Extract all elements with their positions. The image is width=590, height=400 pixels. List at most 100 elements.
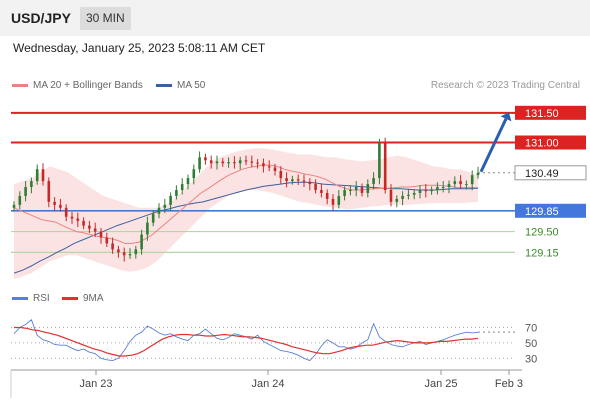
x-tick-label: Feb 3	[495, 378, 523, 390]
candle-body	[192, 169, 196, 179]
bollinger-band	[14, 148, 478, 280]
level-label-box-129.85	[515, 203, 586, 218]
level-label-129.50: 129.50	[525, 227, 559, 239]
candle-body	[256, 162, 259, 164]
candle-body	[215, 161, 219, 164]
candle-body	[59, 204, 62, 208]
candle-body	[238, 160, 242, 164]
candle-body	[476, 172, 480, 176]
candle-body	[453, 181, 457, 185]
timestamp: Wednesday, January 25, 2023 5:08:11 AM C…	[13, 41, 266, 55]
candle-body	[163, 204, 167, 208]
candle-body	[273, 167, 277, 171]
rsi-tick-label: 70	[525, 323, 537, 335]
candle-body	[465, 184, 468, 186]
ma9-swatch	[62, 296, 78, 300]
candle-body	[302, 180, 306, 182]
level-label-box-130.49	[514, 165, 587, 181]
candle-body	[204, 157, 207, 161]
candle-body	[378, 142, 381, 179]
candle-body	[140, 234, 143, 250]
top-bar: USD/JPY 30 MIN	[0, 0, 590, 36]
candle-body	[308, 181, 312, 185]
candle-body	[88, 225, 91, 229]
candle-body	[157, 207, 161, 214]
level-label-box-131.50	[515, 105, 586, 120]
ma50-line	[13, 181, 479, 274]
candle-body	[180, 184, 184, 190]
candle-body	[401, 195, 404, 199]
candle-body	[227, 162, 230, 164]
candle-body	[325, 192, 329, 199]
candle-body	[186, 178, 190, 185]
candle-body	[47, 181, 51, 202]
candle-body	[441, 187, 445, 189]
candle-body	[262, 163, 265, 167]
level-label-box-131.00	[515, 135, 586, 150]
rsi-series-0	[13, 319, 479, 362]
candle-body	[366, 184, 370, 193]
level-label-131.50: 131.50	[525, 108, 559, 120]
candle-body	[221, 161, 225, 164]
candle-body	[99, 231, 103, 238]
legend-9ma-label: 9MA	[83, 293, 104, 304]
candle-body	[337, 195, 341, 205]
x-tick-label: Jan 24	[251, 378, 284, 390]
candle-body	[146, 222, 149, 235]
candle-body	[447, 184, 451, 188]
x-tick-label: Jan 23	[79, 378, 112, 390]
legend-9ma: 9MA	[62, 293, 104, 304]
x-tick-label: Jan 25	[424, 378, 457, 390]
legend-ma20-label: MA 20 + Bollinger Bands	[33, 80, 143, 91]
candle-body	[122, 252, 126, 256]
rsi-swatch	[12, 296, 28, 300]
forecast-arrow-shaft	[479, 118, 508, 173]
candle-body	[244, 160, 248, 162]
candle-body	[117, 249, 120, 253]
instrument-title: USD/JPY	[11, 10, 71, 26]
candle-body	[64, 207, 68, 217]
ma20-swatch	[12, 83, 28, 87]
candle-body	[76, 218, 80, 221]
candle-body	[53, 201, 56, 205]
candle-body	[250, 161, 254, 163]
legend-ma20: MA 20 + Bollinger Bands	[12, 80, 143, 91]
candle-body	[354, 187, 358, 190]
candle-body	[360, 187, 364, 193]
candle-body	[459, 181, 462, 185]
legend-rsi-label: RSI	[33, 293, 50, 304]
candle-body	[291, 179, 294, 182]
candle-body	[418, 190, 422, 193]
candle-body	[209, 160, 213, 164]
candle-body	[383, 142, 387, 190]
timeframe-badge[interactable]: 30 MIN	[80, 7, 131, 30]
candle-body	[128, 254, 132, 256]
candle-body	[349, 190, 352, 191]
candle-body	[279, 171, 283, 179]
candle-body	[470, 175, 474, 185]
candle-body	[314, 184, 317, 190]
candle-body	[82, 220, 85, 226]
candle-body	[111, 243, 114, 250]
level-label-130.49: 130.49	[525, 168, 559, 180]
credit-text: Research © 2023 Trading Central	[430, 80, 580, 91]
candle-body	[233, 162, 236, 164]
candle-body	[198, 157, 201, 170]
ma50-swatch	[156, 83, 172, 87]
candle-body	[70, 216, 74, 219]
candle-body	[424, 190, 428, 192]
level-label-129.85: 129.85	[525, 206, 559, 218]
rsi-tick-label: 30	[525, 353, 537, 365]
candle-body	[395, 198, 399, 202]
level-label-129.15: 129.15	[525, 247, 559, 259]
legend-rsi: RSI	[12, 293, 50, 304]
candle-body	[267, 166, 271, 168]
candle-body	[41, 169, 45, 182]
candle-body	[331, 198, 335, 205]
candle-body	[105, 237, 109, 244]
candle-body	[35, 169, 39, 182]
candle-body	[18, 195, 22, 205]
rsi-tick-label: 50	[525, 338, 537, 350]
legend-ma50-label: MA 50	[177, 80, 206, 91]
